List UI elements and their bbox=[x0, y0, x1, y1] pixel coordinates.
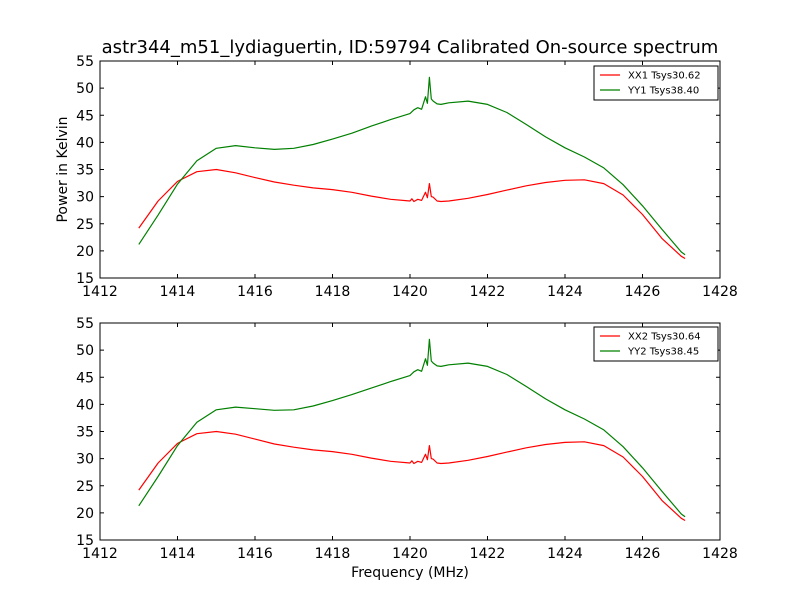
legend-box bbox=[593, 326, 719, 362]
x-tick-label: 1422 bbox=[470, 284, 506, 300]
y-tick-label: 40 bbox=[76, 135, 94, 151]
y-tick-label: 55 bbox=[76, 54, 94, 70]
x-tick-label: 1416 bbox=[237, 284, 273, 300]
y-tick-label: 30 bbox=[76, 452, 94, 468]
legend-box bbox=[593, 65, 719, 101]
x-tick-label: 1424 bbox=[547, 284, 583, 300]
y-tick-label: 25 bbox=[76, 479, 94, 495]
x-tick-label: 1420 bbox=[392, 546, 428, 562]
x-tick-label: 1428 bbox=[702, 546, 738, 562]
x-axis-label: Frequency (MHz) bbox=[351, 565, 469, 581]
x-tick-label: 1426 bbox=[625, 284, 661, 300]
series-line-yy bbox=[138, 338, 686, 518]
y-tick-label: 45 bbox=[76, 108, 94, 124]
y-tick-label: 40 bbox=[76, 397, 94, 413]
y-tick-label: 25 bbox=[76, 217, 94, 233]
y-tick-label: 35 bbox=[76, 163, 94, 179]
y-tick-label: 30 bbox=[76, 190, 94, 206]
x-tick-label: 1418 bbox=[315, 546, 351, 562]
figure-title: astr344_m51_lydiaguertin, ID:59794 Calib… bbox=[102, 37, 719, 58]
y-tick-label: 35 bbox=[76, 425, 94, 441]
y-axis-label: Power in Kelvin bbox=[55, 116, 71, 222]
x-tick-label: 1416 bbox=[237, 546, 273, 562]
series-line-xx bbox=[138, 168, 686, 260]
x-tick-label: 1420 bbox=[392, 284, 428, 300]
y-tick-label: 50 bbox=[76, 81, 94, 97]
x-tick-label: 1412 bbox=[82, 546, 118, 562]
y-tick-label: 15 bbox=[76, 271, 94, 287]
legend-entry: YY1 Tsys38.40 bbox=[627, 86, 699, 97]
x-tick-label: 1426 bbox=[625, 546, 661, 562]
x-tick-label: 1422 bbox=[470, 546, 506, 562]
plot-top: 1412 1414 1416 1418 1420 1422 1424 1426 1428 15 20… bbox=[55, 54, 738, 300]
plot-bottom: 1412 1414 1416 1418 1420 1422 1424 1426 1428 15 20… bbox=[76, 316, 738, 581]
x-tick-label: 1412 bbox=[82, 284, 118, 300]
series-line-xx bbox=[138, 430, 686, 522]
series-line-yy bbox=[138, 76, 686, 256]
y-tick-label: 20 bbox=[76, 244, 94, 260]
legend-entry: YY2 Tsys38.45 bbox=[627, 347, 699, 358]
legend-entry: XX2 Tsys30.64 bbox=[628, 332, 701, 343]
legend-entry: XX1 Tsys30.62 bbox=[628, 71, 701, 82]
y-tick-label: 55 bbox=[76, 316, 94, 332]
y-tick-label: 20 bbox=[76, 506, 94, 522]
x-tick-label: 1414 bbox=[160, 546, 196, 562]
x-tick-label: 1418 bbox=[315, 284, 351, 300]
y-tick-label: 50 bbox=[76, 343, 94, 359]
x-tick-label: 1414 bbox=[160, 284, 196, 300]
x-tick-label: 1424 bbox=[547, 546, 583, 562]
y-tick-label: 15 bbox=[76, 533, 94, 549]
y-tick-label: 45 bbox=[76, 370, 94, 386]
x-tick-label: 1428 bbox=[702, 284, 738, 300]
